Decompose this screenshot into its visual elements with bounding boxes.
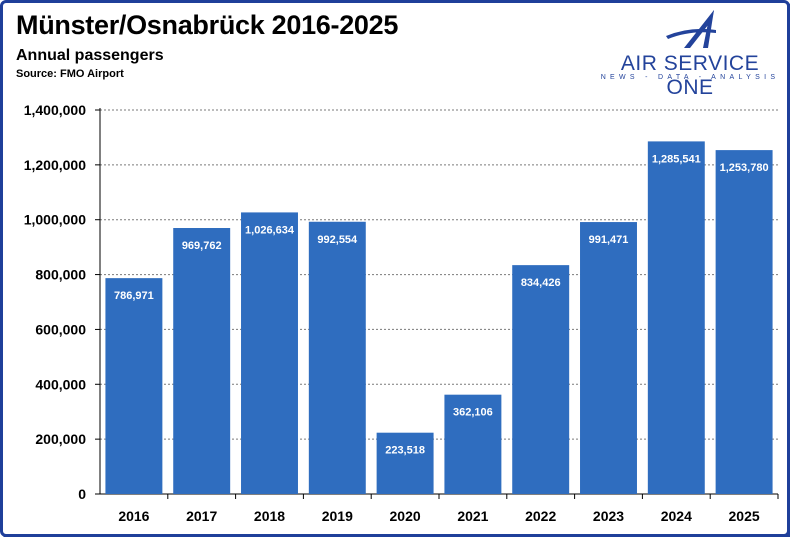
y-tick-label: 200,000 bbox=[35, 431, 86, 447]
x-tick-label: 2022 bbox=[525, 508, 556, 524]
bar bbox=[512, 265, 570, 494]
bar bbox=[376, 432, 434, 494]
y-tick-label: 1,400,000 bbox=[24, 102, 86, 118]
y-tick-label: 1,200,000 bbox=[24, 157, 86, 173]
bar bbox=[241, 212, 298, 494]
y-tick-label: 1,000,000 bbox=[24, 212, 86, 228]
x-tick-label: 2024 bbox=[661, 508, 692, 524]
bar bbox=[105, 278, 163, 494]
x-tick-label: 2021 bbox=[457, 508, 488, 524]
stylized-a-plane-icon bbox=[666, 10, 716, 48]
bar bbox=[715, 150, 773, 494]
x-tick-label: 2019 bbox=[322, 508, 353, 524]
bar bbox=[308, 221, 366, 494]
bar bbox=[580, 222, 637, 495]
data-label: 834,426 bbox=[521, 277, 561, 289]
y-tick-label: 0 bbox=[78, 486, 86, 502]
x-tick-label: 2025 bbox=[729, 508, 760, 524]
data-label: 991,471 bbox=[589, 234, 629, 246]
y-tick-label: 800,000 bbox=[35, 267, 86, 283]
data-label: 1,253,780 bbox=[720, 162, 769, 174]
data-label: 969,762 bbox=[182, 240, 222, 252]
x-tick-label: 2016 bbox=[118, 508, 149, 524]
x-tick-label: 2023 bbox=[593, 508, 624, 524]
bar bbox=[173, 228, 231, 495]
brand-logo: AIR SERVICE ONE NEWS - DATA - ANALYSIS bbox=[600, 8, 780, 99]
bar bbox=[444, 394, 502, 494]
x-tick-label: 2017 bbox=[186, 508, 217, 524]
logo-name: AIR SERVICE ONE bbox=[620, 52, 760, 99]
data-label: 1,026,634 bbox=[245, 224, 295, 236]
x-tick-label: 2020 bbox=[390, 508, 421, 524]
logo-tagline: NEWS - DATA - ANALYSIS bbox=[600, 74, 780, 81]
bar bbox=[647, 141, 705, 494]
data-label: 223,518 bbox=[385, 445, 425, 457]
data-label: 1,285,541 bbox=[652, 153, 701, 165]
y-tick-label: 400,000 bbox=[35, 376, 86, 392]
y-tick-label: 600,000 bbox=[35, 321, 86, 337]
chart-source: Source: FMO Airport bbox=[16, 68, 124, 80]
x-tick-label: 2018 bbox=[254, 508, 285, 524]
data-label: 362,106 bbox=[453, 407, 493, 419]
data-label: 786,971 bbox=[114, 290, 154, 302]
chart-subtitle: Annual passengers bbox=[16, 47, 164, 64]
chart-title: Münster/Osnabrück 2016-2025 bbox=[16, 10, 399, 40]
data-label: 992,554 bbox=[317, 234, 358, 246]
